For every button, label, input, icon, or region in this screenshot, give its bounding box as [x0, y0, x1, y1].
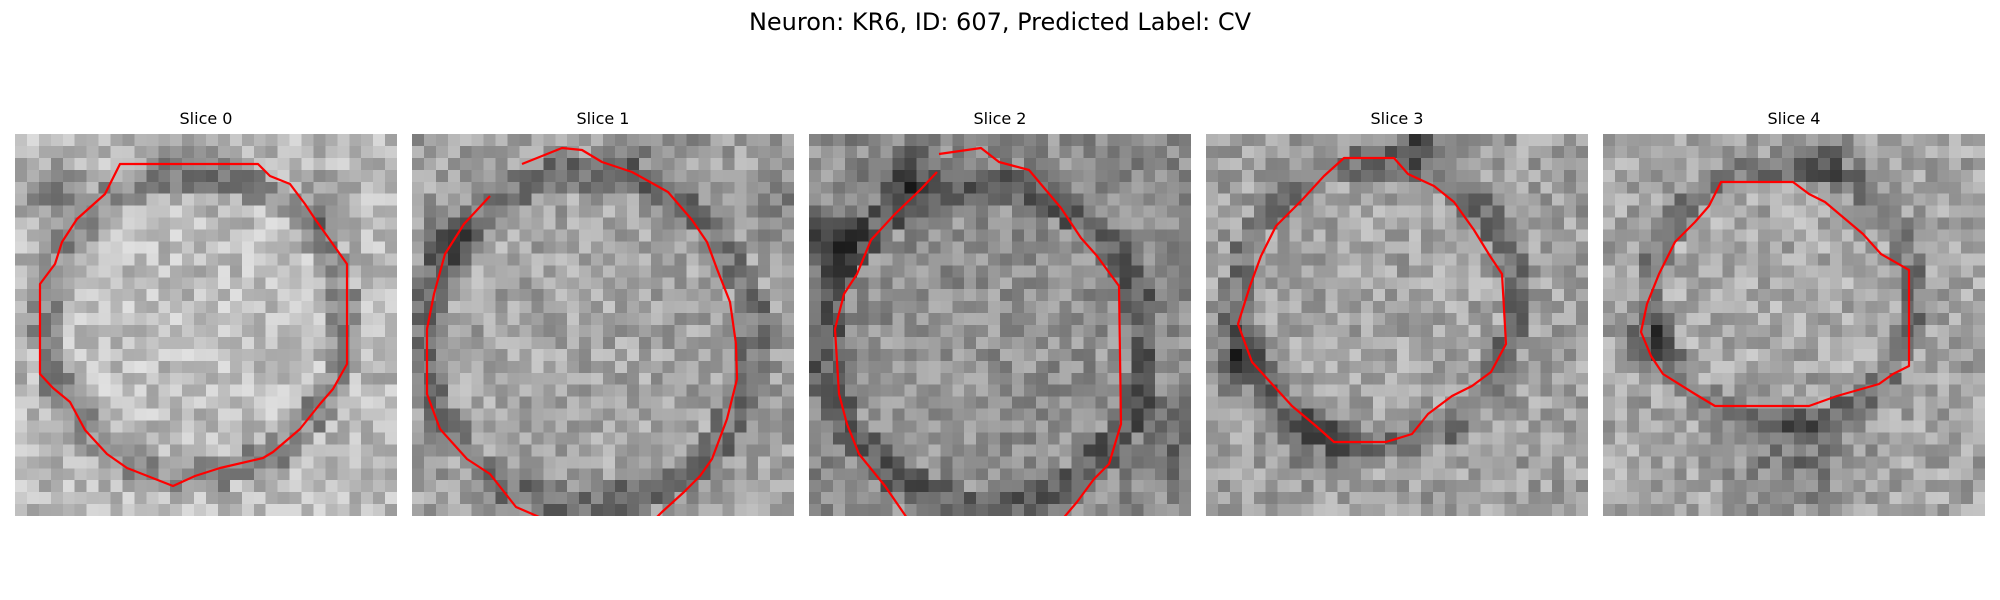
- slice-title: Slice 1: [576, 109, 630, 128]
- slice-image: [15, 134, 397, 516]
- slice-image: [1603, 134, 1985, 516]
- slice-image: [1206, 134, 1588, 516]
- slice-title: Slice 0: [179, 109, 233, 128]
- segmentation-contour: [38, 162, 349, 488]
- slice-panel-4: Slice 4: [1603, 108, 1985, 518]
- slice-image: [412, 134, 794, 516]
- slice-panel-1: Slice 1: [412, 108, 794, 518]
- segmentation-contour: [833, 146, 1123, 516]
- slice-panel-2: Slice 2: [809, 108, 1191, 518]
- slice-title: Slice 3: [1370, 109, 1424, 128]
- slice-title: Slice 2: [973, 109, 1027, 128]
- segmentation-contour: [425, 146, 739, 516]
- figure-title: Neuron: KR6, ID: 607, Predicted Label: C…: [748, 8, 1252, 36]
- segmentation-contour: [1236, 156, 1508, 444]
- slice-title: Slice 4: [1767, 109, 1821, 128]
- slice-panel-3: Slice 3: [1206, 108, 1588, 518]
- slice-panel-0: Slice 0: [15, 108, 397, 518]
- slice-image: [809, 134, 1191, 516]
- segmentation-contour: [1639, 180, 1911, 408]
